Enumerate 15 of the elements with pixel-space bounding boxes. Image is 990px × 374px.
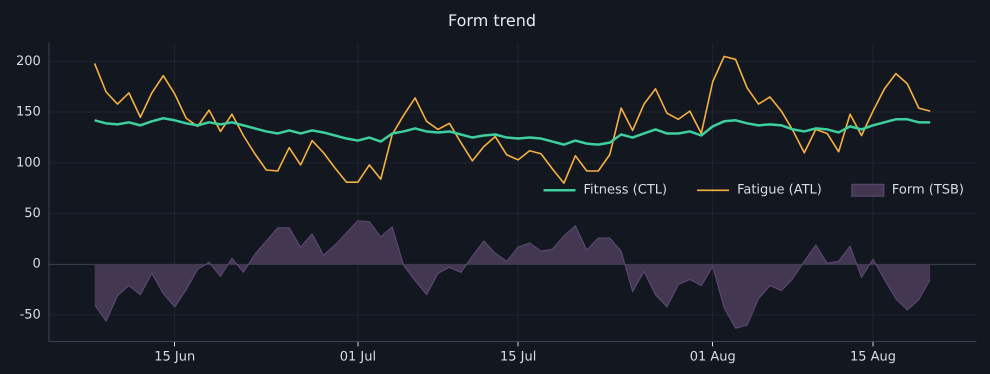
x-tick-label: 15 Aug (850, 350, 896, 365)
y-tick-label: 200 (16, 54, 41, 69)
legend-label: Fitness (CTL) (584, 182, 668, 198)
chart-title: Form trend (448, 10, 536, 30)
y-tick-label: 50 (24, 206, 41, 221)
y-tick-label: 150 (16, 104, 41, 120)
legend-label: Fatigue (ATL) (737, 182, 822, 198)
x-tick-label: 15 Jul (500, 350, 536, 365)
x-tick-label: 15 Jun (154, 350, 196, 365)
x-tick-label: 01 Aug (690, 350, 736, 365)
x-tick-label: 01 Jul (340, 350, 376, 365)
legend-label: Form (TSB) (892, 182, 964, 198)
y-tick-label: -50 (20, 307, 41, 322)
y-tick-label: 100 (16, 155, 41, 170)
y-tick-label: 0 (32, 256, 41, 272)
